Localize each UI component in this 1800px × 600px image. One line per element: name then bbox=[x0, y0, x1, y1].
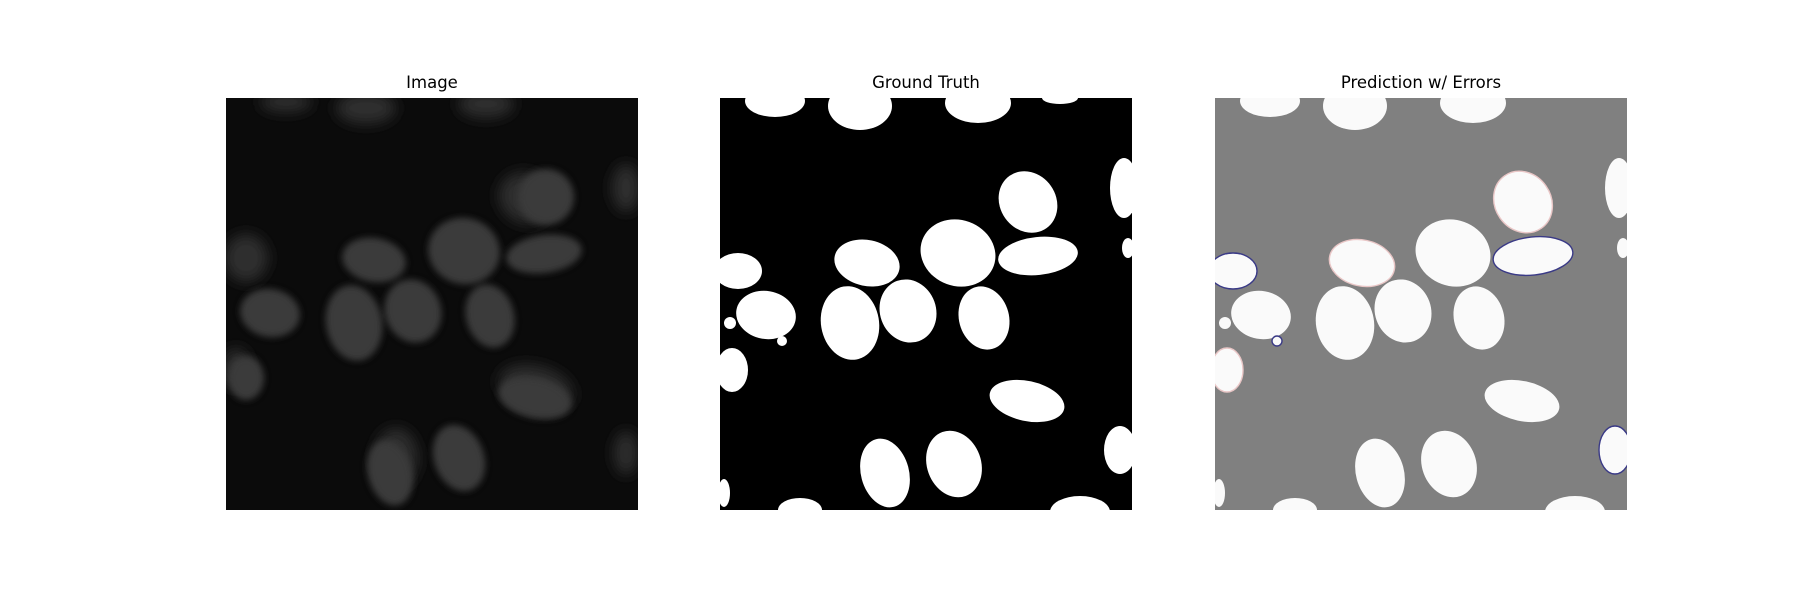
panel-image: Image bbox=[226, 0, 638, 600]
nuclei bbox=[228, 169, 582, 506]
prediction-nuclei bbox=[1215, 98, 1627, 510]
panel-prediction: Prediction w/ Errors bbox=[1215, 0, 1627, 600]
panel-ground-truth: Ground Truth bbox=[720, 0, 1132, 600]
microscopy-image bbox=[226, 98, 638, 510]
ground-truth-mask bbox=[720, 98, 1132, 510]
prediction-mask bbox=[1215, 98, 1627, 510]
error-outlines bbox=[1215, 170, 1627, 475]
mask-nuclei bbox=[720, 98, 1132, 510]
panel-title: Image bbox=[406, 73, 458, 92]
panel-title: Prediction w/ Errors bbox=[1340, 73, 1502, 92]
panel-title: Ground Truth bbox=[872, 73, 980, 92]
